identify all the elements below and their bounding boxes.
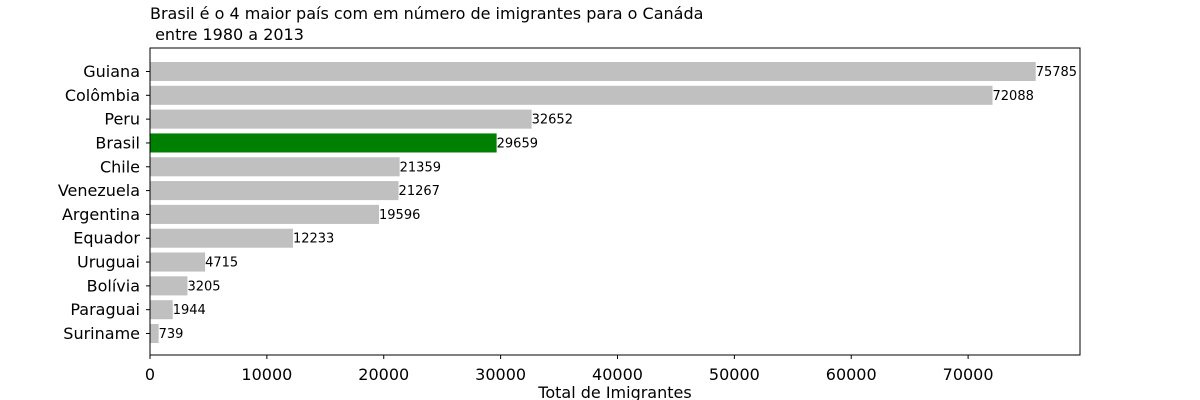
y-tick-label-uruguai: Uruguai: [77, 253, 140, 272]
x-tick-label: 70000: [943, 365, 994, 384]
bar-suriname: [150, 323, 159, 344]
data-label-uruguai: 4715: [205, 256, 238, 271]
x-tick-label: 10000: [241, 365, 292, 384]
data-label-colômbia: 72088: [993, 89, 1034, 104]
plot-frame: [149, 47, 1081, 356]
bar-bolívia: [150, 276, 188, 296]
y-tick-label-guiana: Guiana: [83, 62, 140, 81]
chart-title: Brasil é o 4 maior país com em número de…: [150, 4, 703, 44]
data-label-guiana: 75785: [1036, 65, 1077, 80]
x-tick-label: 30000: [475, 365, 526, 384]
bars: [150, 61, 1036, 344]
x-axis: 0 10000 20000 30000 40000 50000 60000 70000: [145, 355, 994, 384]
chart-title-line-2: entre 1980 a 2013: [150, 25, 304, 44]
bar-colômbia: [150, 85, 993, 105]
y-axis: Guiana Colômbia Peru Brasil Chile Venezuela Ar…: [58, 62, 150, 343]
y-tick-label-paraguai: Paraguai: [70, 300, 140, 319]
bar-guiana: [150, 61, 1036, 82]
x-tick-label: 60000: [826, 365, 877, 384]
bar-equador: [150, 228, 293, 248]
y-tick-label-peru: Peru: [104, 110, 140, 129]
bar-brasil: [150, 133, 497, 153]
bar-peru: [150, 109, 532, 129]
data-label-bolívia: 3205: [187, 279, 220, 294]
bar-paraguai: [150, 300, 173, 320]
bar-argentina: [150, 204, 380, 224]
data-label-suriname: 739: [159, 327, 184, 342]
y-tick-label-equador: Equador: [73, 229, 140, 248]
data-label-paraguai: 1944: [173, 303, 206, 318]
y-tick-label-suriname: Suriname: [63, 324, 140, 343]
y-tick-label-argentina: Argentina: [62, 205, 140, 224]
x-axis-label: Total de Imigrantes: [537, 383, 691, 400]
y-tick-label-colômbia: Colômbia: [65, 86, 140, 105]
data-label-argentina: 19596: [379, 208, 420, 223]
bar-venezuela: [150, 181, 399, 201]
data-label-venezuela: 21267: [399, 184, 440, 199]
x-tick-label: 50000: [709, 365, 760, 384]
x-tick-label: 40000: [592, 365, 643, 384]
x-tick-label: 0: [145, 365, 155, 384]
y-tick-label-bolívia: Bolívia: [87, 276, 140, 295]
data-label-brasil: 29659: [497, 136, 538, 151]
y-tick-label-brasil: Brasil: [95, 133, 140, 152]
data-label-equador: 12233: [293, 232, 334, 247]
data-label-chile: 21359: [400, 160, 441, 175]
y-tick-label-chile: Chile: [100, 157, 140, 176]
y-tick-label-venezuela: Venezuela: [58, 181, 140, 200]
bar-uruguai: [150, 252, 206, 272]
bar-chile: [150, 157, 400, 177]
x-tick-label: 20000: [358, 365, 409, 384]
data-label-peru: 32652: [532, 113, 573, 128]
chart-title-line-1: Brasil é o 4 maior país com em número de…: [150, 4, 703, 23]
